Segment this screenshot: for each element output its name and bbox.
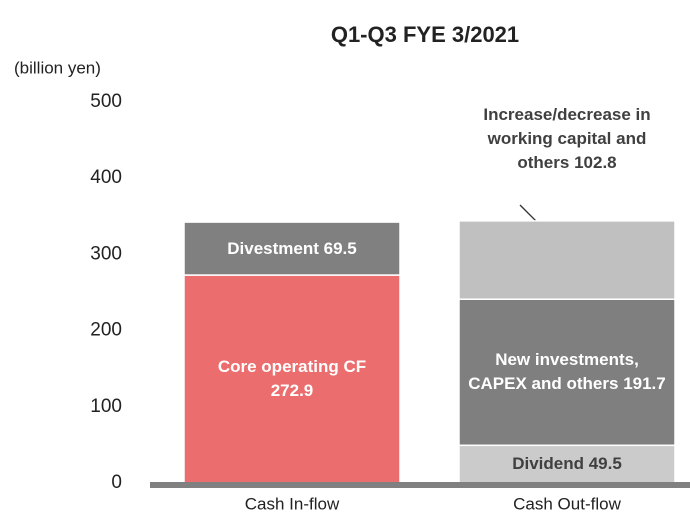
segment-value: 102.8 bbox=[574, 153, 617, 172]
y-tick-label: 400 bbox=[90, 167, 122, 188]
segment-name: Core operating CF bbox=[217, 357, 367, 377]
segment-name: New investments, CAPEX and others bbox=[468, 350, 639, 394]
segment-value: 69.5 bbox=[323, 238, 357, 258]
bar-segment bbox=[458, 220, 676, 300]
segment-value: 191.7 bbox=[623, 374, 666, 394]
segment-value: 272.9 bbox=[270, 381, 314, 401]
segment-label: Core operating CF 272.9 bbox=[205, 355, 380, 403]
segment-name: Dividend bbox=[512, 454, 584, 474]
y-tick-label: 500 bbox=[90, 91, 122, 112]
segment-label: Dividend 49.5 bbox=[462, 452, 672, 476]
y-tick-label: 200 bbox=[90, 320, 122, 341]
segment-label: Increase/decrease in working capital and… bbox=[475, 103, 660, 175]
chart-title: Q1-Q3 FYE 3/2021 bbox=[331, 22, 519, 47]
segment-label: New investments, CAPEX and others 191.7 bbox=[465, 348, 670, 396]
segment-value: 49.5 bbox=[588, 454, 622, 474]
segment-name: Increase/decrease in working capital and… bbox=[483, 105, 651, 172]
segment-label: Divestment 69.5 bbox=[187, 237, 397, 261]
x-tick-label: Cash Out-flow bbox=[513, 494, 621, 513]
bar-segment bbox=[183, 221, 401, 276]
bar-segment bbox=[458, 298, 676, 447]
y-tick-label: 300 bbox=[90, 243, 122, 264]
segment-name: Divestment bbox=[227, 238, 319, 258]
y-tick-label: 0 bbox=[111, 472, 122, 493]
y-axis-label: (billion yen) bbox=[14, 58, 101, 77]
x-tick-label: Cash In-flow bbox=[245, 494, 340, 513]
y-tick-label: 100 bbox=[90, 396, 122, 417]
